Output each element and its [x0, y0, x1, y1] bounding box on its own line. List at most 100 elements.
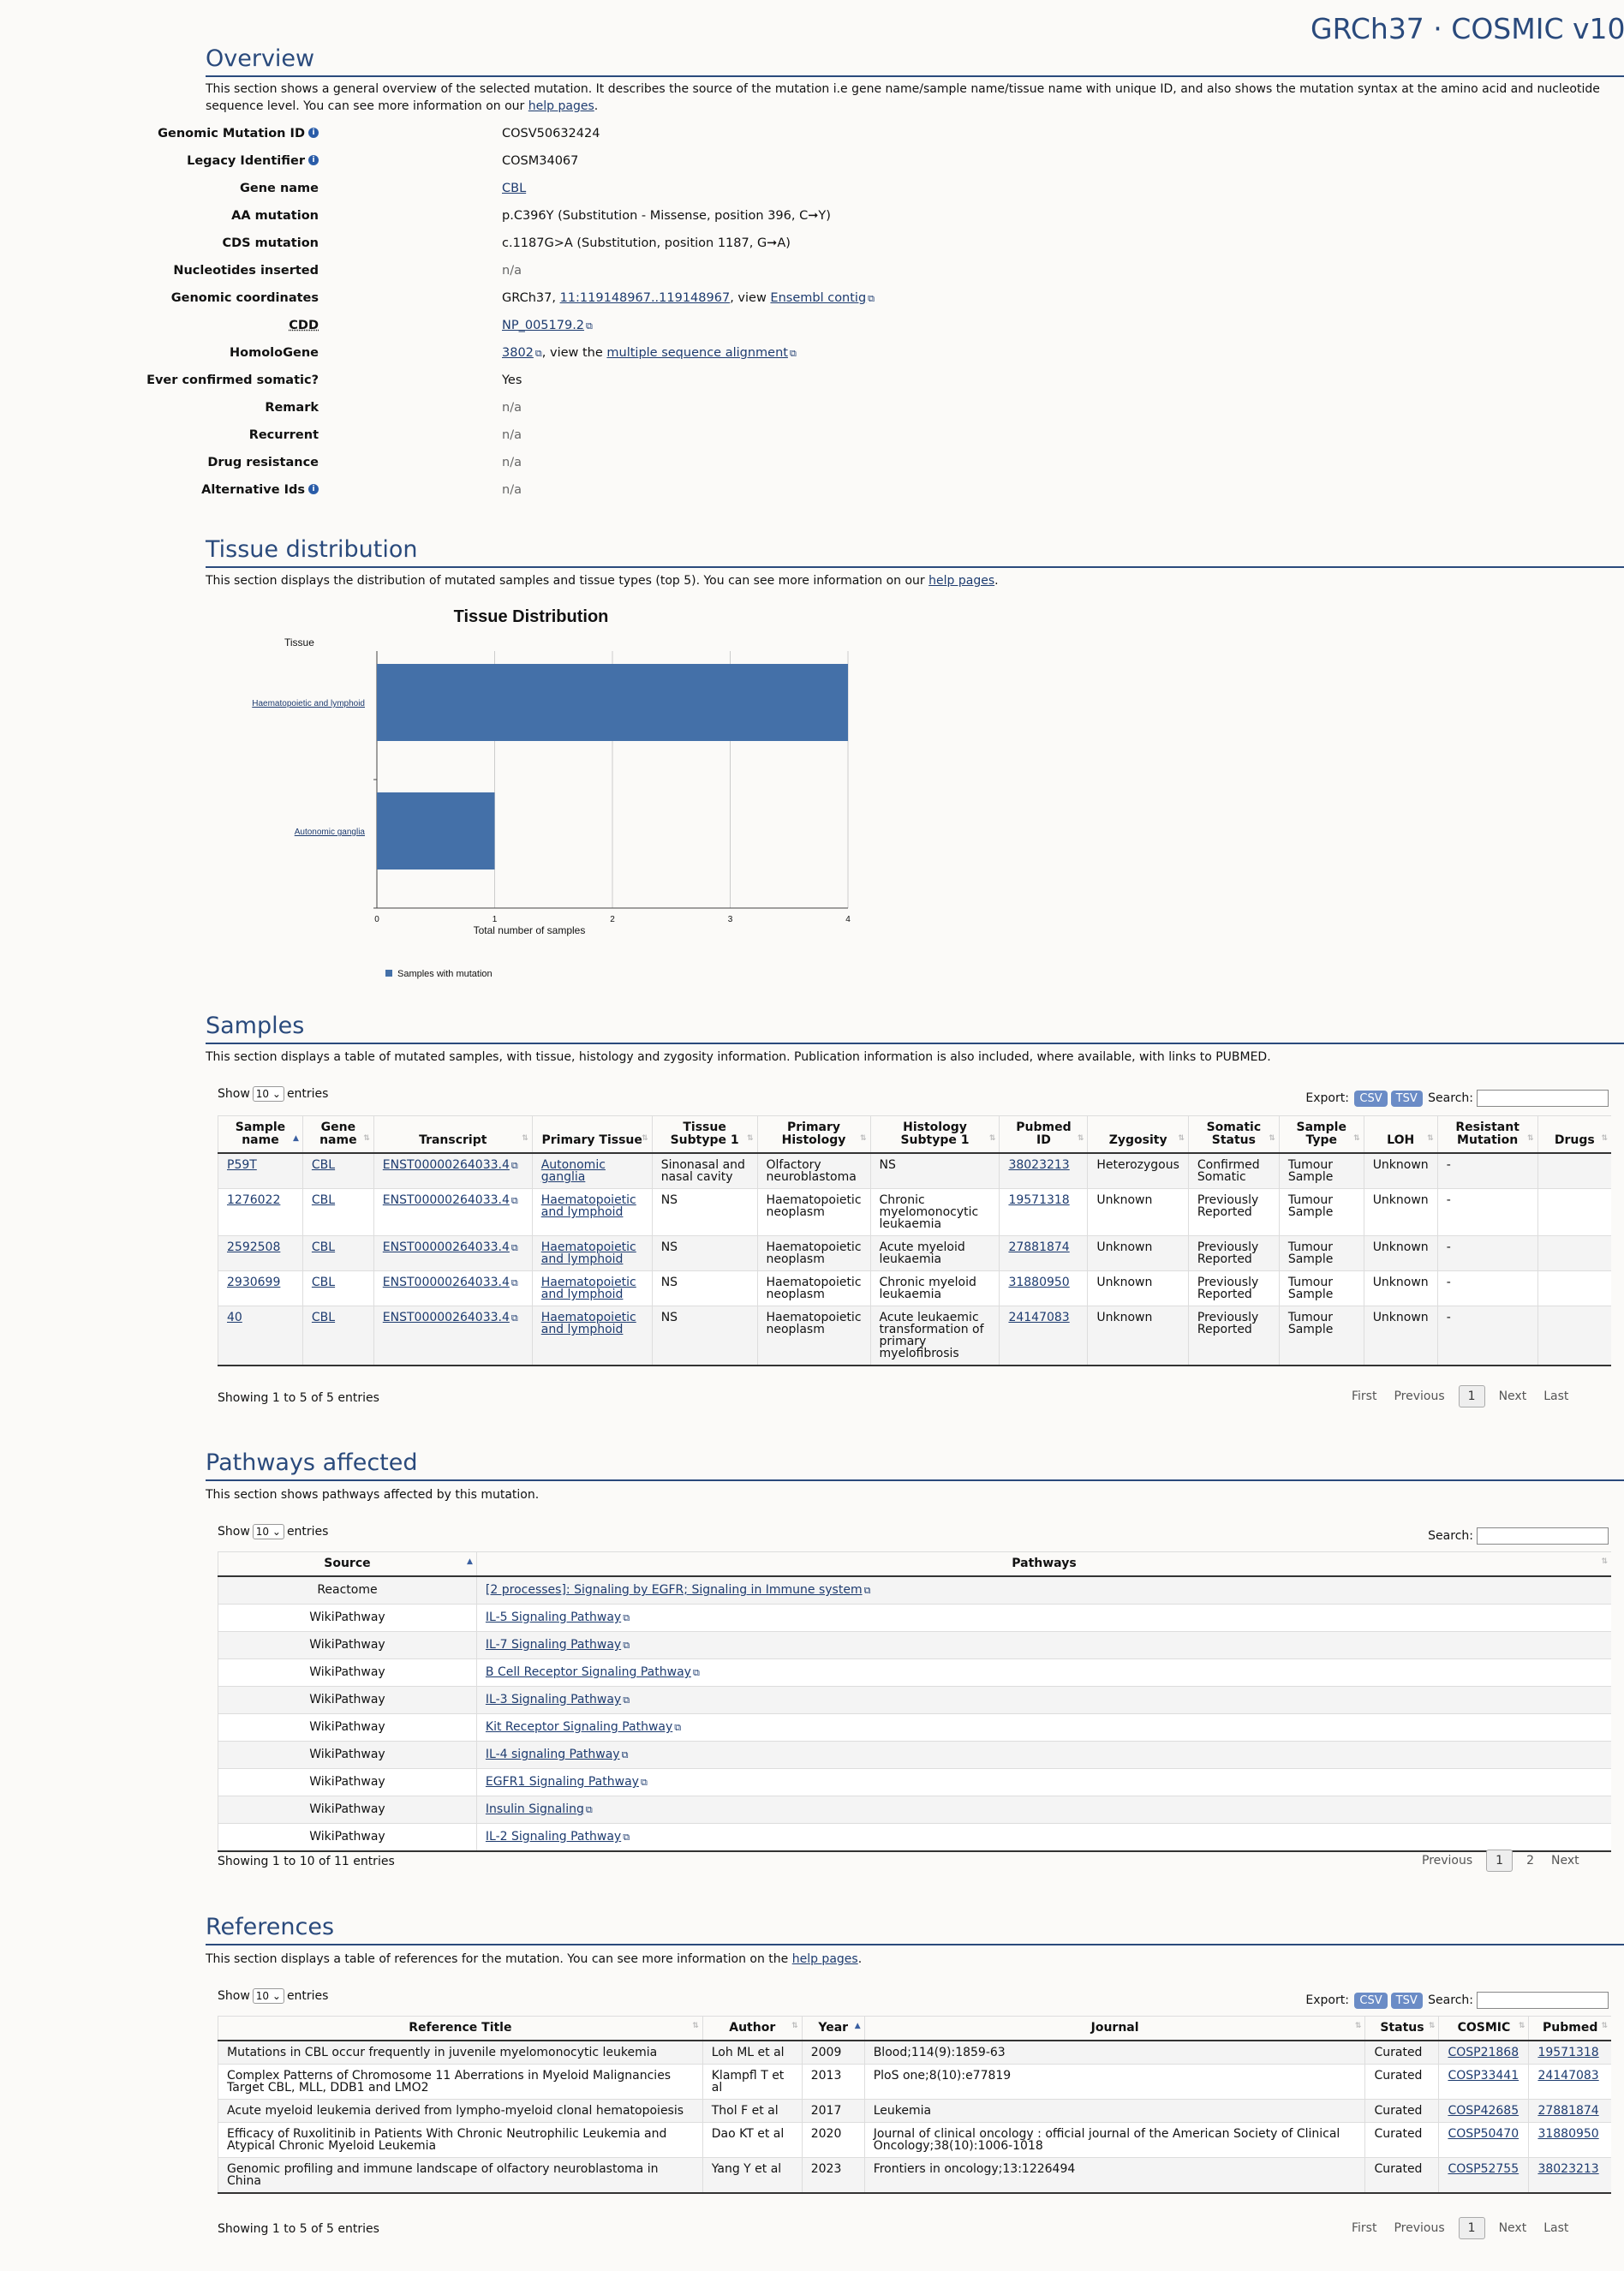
- pathways-link[interactable]: [2 processes]: Signaling by EGFR; Signal…: [485, 1583, 863, 1597]
- info-icon[interactable]: i: [308, 484, 319, 494]
- pubmed-id-link[interactable]: 31880950: [1008, 1276, 1070, 1289]
- transcript-link[interactable]: ENST00000264033.4: [382, 1158, 510, 1172]
- help-pages-link[interactable]: help pages: [928, 574, 995, 588]
- col-header-resistant-mutation[interactable]: Resistant Mutation ⇅: [1436, 1115, 1538, 1154]
- cosmic-link[interactable]: COSP42685: [1448, 2104, 1520, 2118]
- entries-select[interactable]: 10 ⌄: [252, 1988, 284, 2004]
- pathways-link[interactable]: EGFR1 Signaling Pathway: [485, 1775, 639, 1789]
- col-header-zygosity[interactable]: Zygosity ⇅: [1087, 1115, 1189, 1154]
- entries-select[interactable]: 10 ⌄: [252, 1086, 284, 1102]
- cosmic-link[interactable]: COSP52755: [1448, 2162, 1520, 2176]
- col-header-status[interactable]: Status ⇅: [1364, 2016, 1439, 2041]
- pathways-link[interactable]: B Cell Receptor Signaling Pathway: [485, 1665, 691, 1679]
- page-2-button[interactable]: 2: [1526, 1854, 1535, 1868]
- col-header-sample-name[interactable]: Sample name ▲: [218, 1115, 303, 1154]
- page-current-button[interactable]: 1: [1458, 2217, 1485, 2239]
- pubmed-id-link[interactable]: 27881874: [1008, 1240, 1070, 1254]
- help-pages-link[interactable]: help pages: [791, 1952, 858, 1966]
- col-header-author[interactable]: Author ⇅: [702, 2016, 803, 2041]
- col-header-source[interactable]: Source ▲: [218, 1551, 477, 1577]
- info-icon[interactable]: i: [308, 128, 319, 138]
- sample-name-link[interactable]: 2930699: [227, 1276, 281, 1289]
- primary-tissue-link[interactable]: Haematopoietic and lymphoid: [540, 1193, 636, 1219]
- page-previous-button[interactable]: Previous: [1422, 1854, 1473, 1868]
- col-header-gene-name[interactable]: Gene name ⇅: [302, 1115, 374, 1154]
- info-icon[interactable]: i: [308, 155, 319, 165]
- transcript-link[interactable]: ENST00000264033.4: [382, 1193, 510, 1207]
- col-header-journal[interactable]: Journal ⇅: [863, 2016, 1365, 2041]
- homologene-link[interactable]: 3802: [502, 346, 534, 360]
- export-tsv-button[interactable]: TSV: [1390, 1993, 1423, 2009]
- pubmed-link[interactable]: 24147083: [1537, 2069, 1599, 2083]
- page-next-button[interactable]: Next: [1498, 1389, 1527, 1403]
- msa-link[interactable]: multiple sequence alignment: [606, 346, 788, 360]
- pubmed-link[interactable]: 38023213: [1537, 2162, 1599, 2176]
- primary-tissue-link[interactable]: Haematopoietic and lymphoid: [540, 1311, 636, 1336]
- export-tsv-button[interactable]: TSV: [1390, 1091, 1423, 1107]
- cdd-link[interactable]: NP_005179.2: [502, 319, 585, 332]
- page-current-button[interactable]: 1: [1486, 1850, 1514, 1872]
- page-last-button[interactable]: Last: [1543, 2221, 1569, 2235]
- sample-name-link[interactable]: P59T: [227, 1158, 257, 1172]
- page-previous-button[interactable]: Previous: [1394, 1389, 1445, 1403]
- chart-bar[interactable]: [377, 792, 495, 870]
- primary-tissue-link[interactable]: Haematopoietic and lymphoid: [540, 1240, 636, 1266]
- col-header-primary-histology[interactable]: Primary Histology ⇅: [756, 1115, 871, 1154]
- pubmed-id-link[interactable]: 19571318: [1008, 1193, 1070, 1207]
- gene-name-link[interactable]: CBL: [311, 1240, 336, 1254]
- col-header-primary-tissue[interactable]: Primary Tissue ⇅: [531, 1115, 653, 1154]
- sample-name-link[interactable]: 1276022: [227, 1193, 281, 1207]
- page-last-button[interactable]: Last: [1543, 1389, 1569, 1403]
- col-header-pubmed[interactable]: Pubmed ⇅: [1528, 2016, 1611, 2041]
- page-current-button[interactable]: 1: [1458, 1385, 1485, 1407]
- col-header-year[interactable]: Year ▲: [801, 2016, 865, 2041]
- pathways-link[interactable]: IL-7 Signaling Pathway: [485, 1638, 622, 1652]
- pubmed-id-link[interactable]: 38023213: [1008, 1158, 1070, 1172]
- help-pages-link[interactable]: help pages: [528, 99, 594, 113]
- pathways-link[interactable]: Insulin Signaling: [485, 1802, 584, 1816]
- col-header-drugs[interactable]: Drugs ⇅: [1537, 1115, 1611, 1154]
- gene-name-link[interactable]: CBL: [311, 1276, 336, 1289]
- gene-name-link[interactable]: CBL: [311, 1311, 336, 1324]
- col-header-histology-subtype-1[interactable]: Histology Subtype 1 ⇅: [869, 1115, 1000, 1154]
- pubmed-link[interactable]: 19571318: [1537, 2046, 1599, 2059]
- chart-category-link[interactable]: Autonomic ganglia: [295, 828, 366, 837]
- gene-name-link[interactable]: CBL: [311, 1193, 336, 1207]
- gene-name-link[interactable]: CBL: [311, 1158, 336, 1172]
- entries-select[interactable]: 10 ⌄: [252, 1524, 284, 1539]
- transcript-link[interactable]: ENST00000264033.4: [382, 1276, 510, 1289]
- pubmed-link[interactable]: 31880950: [1537, 2127, 1599, 2141]
- pubmed-id-link[interactable]: 24147083: [1008, 1311, 1070, 1324]
- coordinates-link[interactable]: 11:119148967..119148967: [559, 291, 731, 305]
- col-header-transcript[interactable]: Transcript ⇅: [373, 1115, 533, 1154]
- col-header-cosmic[interactable]: COSMIC ⇅: [1438, 2016, 1529, 2041]
- sample-name-link[interactable]: 40: [227, 1311, 242, 1324]
- col-header-sample-type[interactable]: Sample Type ⇅: [1278, 1115, 1364, 1154]
- references-search-input[interactable]: [1477, 1992, 1609, 2009]
- col-header-somatic-status[interactable]: Somatic Status ⇅: [1187, 1115, 1280, 1154]
- pathways-link[interactable]: IL-5 Signaling Pathway: [485, 1611, 622, 1624]
- page-next-button[interactable]: Next: [1551, 1854, 1579, 1868]
- gene-name-link[interactable]: CBL: [502, 182, 527, 195]
- export-csv-button[interactable]: CSV: [1354, 1993, 1388, 2009]
- cosmic-link[interactable]: COSP50470: [1448, 2127, 1520, 2141]
- transcript-link[interactable]: ENST00000264033.4: [382, 1311, 510, 1324]
- primary-tissue-link[interactable]: Haematopoietic and lymphoid: [540, 1276, 636, 1301]
- pathways-link[interactable]: IL-2 Signaling Pathway: [485, 1830, 622, 1844]
- pubmed-link[interactable]: 27881874: [1537, 2104, 1599, 2118]
- transcript-link[interactable]: ENST00000264033.4: [382, 1240, 510, 1254]
- col-header-reference-title[interactable]: Reference Title ⇅: [218, 2016, 703, 2041]
- primary-tissue-link[interactable]: Autonomic ganglia: [540, 1158, 606, 1184]
- ensembl-contig-link[interactable]: Ensembl contig: [770, 291, 867, 305]
- page-first-button[interactable]: First: [1352, 2221, 1377, 2235]
- cosmic-link[interactable]: COSP21868: [1448, 2046, 1520, 2059]
- pathways-link[interactable]: IL-4 signaling Pathway: [485, 1748, 620, 1761]
- col-header-loh[interactable]: LOH ⇅: [1363, 1115, 1438, 1154]
- pathways-link[interactable]: Kit Receptor Signaling Pathway: [485, 1720, 673, 1734]
- col-header-pubmed-id[interactable]: Pubmed ID ⇅: [999, 1115, 1088, 1154]
- cosmic-link[interactable]: COSP33441: [1448, 2069, 1520, 2083]
- chart-category-link[interactable]: Haematopoietic and lymphoid: [252, 699, 365, 708]
- col-header-pathways[interactable]: Pathways ⇅: [475, 1551, 1611, 1577]
- export-csv-button[interactable]: CSV: [1354, 1091, 1388, 1107]
- samples-search-input[interactable]: [1477, 1090, 1609, 1107]
